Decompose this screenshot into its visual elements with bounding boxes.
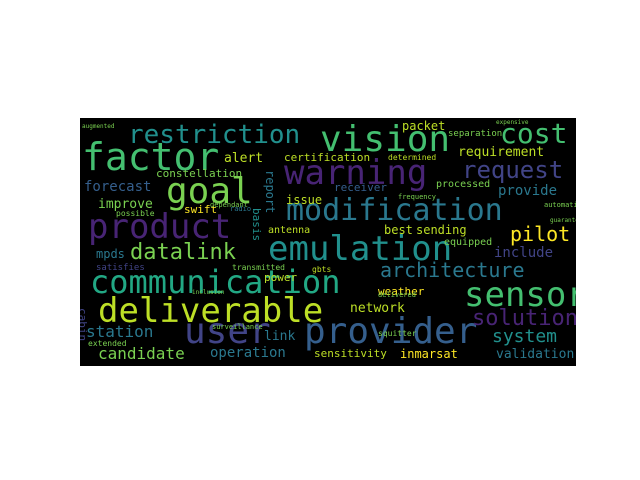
word-squitter: squitter (378, 329, 417, 338)
word-emulation: emulation (268, 229, 453, 269)
word-certification: certification (284, 151, 371, 164)
word-extended: extended (88, 339, 127, 348)
word-vision: vision (320, 119, 451, 160)
word-augmented: augmented (82, 123, 115, 130)
word-guaranteed: guaranteed (550, 217, 576, 224)
word-operation: operation (210, 345, 286, 361)
word-radio: radio (230, 205, 252, 213)
word-restriction: restriction (128, 120, 301, 150)
word-datalink: datalink (130, 240, 236, 265)
word-deliverable: deliverable (98, 291, 324, 331)
word-sensitivity: sensitivity (314, 347, 387, 360)
word-sending: sending (416, 223, 467, 237)
word-include: include (494, 245, 554, 261)
word-product: product (88, 207, 232, 247)
word-mpds: mpds (96, 247, 125, 261)
word-communication: communication (90, 263, 341, 301)
word-inmarsat: inmarsat (400, 347, 458, 361)
word-link: link (264, 329, 296, 344)
word-gbts: gbts (312, 265, 332, 274)
word-architecture: architecture (380, 258, 525, 282)
word-possible: possible (116, 209, 155, 218)
word-constellation: constellation (156, 167, 243, 180)
word-candidate: candidate (98, 344, 185, 363)
word-system: system (492, 326, 558, 347)
word-dependant: dependant (210, 201, 248, 209)
word-separation: separation (448, 129, 503, 139)
word-cloud: restriction vision cost factor warning r… (80, 118, 576, 366)
word-basis: basis (250, 208, 263, 242)
word-transmitted: transmitted (232, 263, 285, 272)
word-station: station (86, 322, 154, 341)
word-surveillance: surveillance (212, 323, 263, 331)
word-inclusion: inclusion (192, 289, 225, 296)
word-cabin: cabin (80, 308, 89, 342)
word-user: user (184, 311, 271, 352)
word-request: request (462, 156, 564, 184)
word-automatic: automatic (544, 201, 576, 209)
word-improve: improve (98, 197, 153, 212)
word-requirement: requirement (458, 145, 545, 160)
word-satisfies: satisfies (96, 263, 145, 273)
word-equipped: equipped (444, 237, 493, 248)
word-goal: goal (166, 171, 253, 212)
word-sensor: sensor (464, 275, 576, 315)
word-provider: provider (304, 311, 478, 352)
word-frequency: frequency (398, 193, 436, 201)
word-cost: cost (500, 118, 568, 150)
word-power: power (264, 271, 298, 284)
word-determined: determined (388, 153, 437, 162)
word-processed: processed (436, 179, 491, 190)
word-warning: warning (284, 153, 428, 193)
word-antenna: antenna (268, 225, 311, 236)
word-expensive: expensive (496, 119, 529, 126)
word-swift: swift (184, 203, 218, 216)
word-solution: solution (472, 306, 576, 331)
word-packet: packet (402, 119, 446, 133)
word-provide: provide (498, 183, 558, 199)
word-validation: validation (496, 347, 575, 362)
word-pilot: pilot (510, 222, 571, 246)
word-forecast: forecast (84, 179, 152, 195)
word-factor: factor (82, 135, 220, 179)
word-modification: modification (286, 193, 503, 228)
word-delivered: delivered (378, 291, 416, 299)
word-best: best (384, 223, 413, 237)
word-alert: alert (224, 151, 264, 166)
word-receiver: receiver (334, 181, 387, 194)
word-network: network (350, 301, 405, 316)
word-weather: weather (378, 285, 425, 298)
word-issue: issue (286, 193, 323, 207)
word-report: report (263, 170, 277, 214)
